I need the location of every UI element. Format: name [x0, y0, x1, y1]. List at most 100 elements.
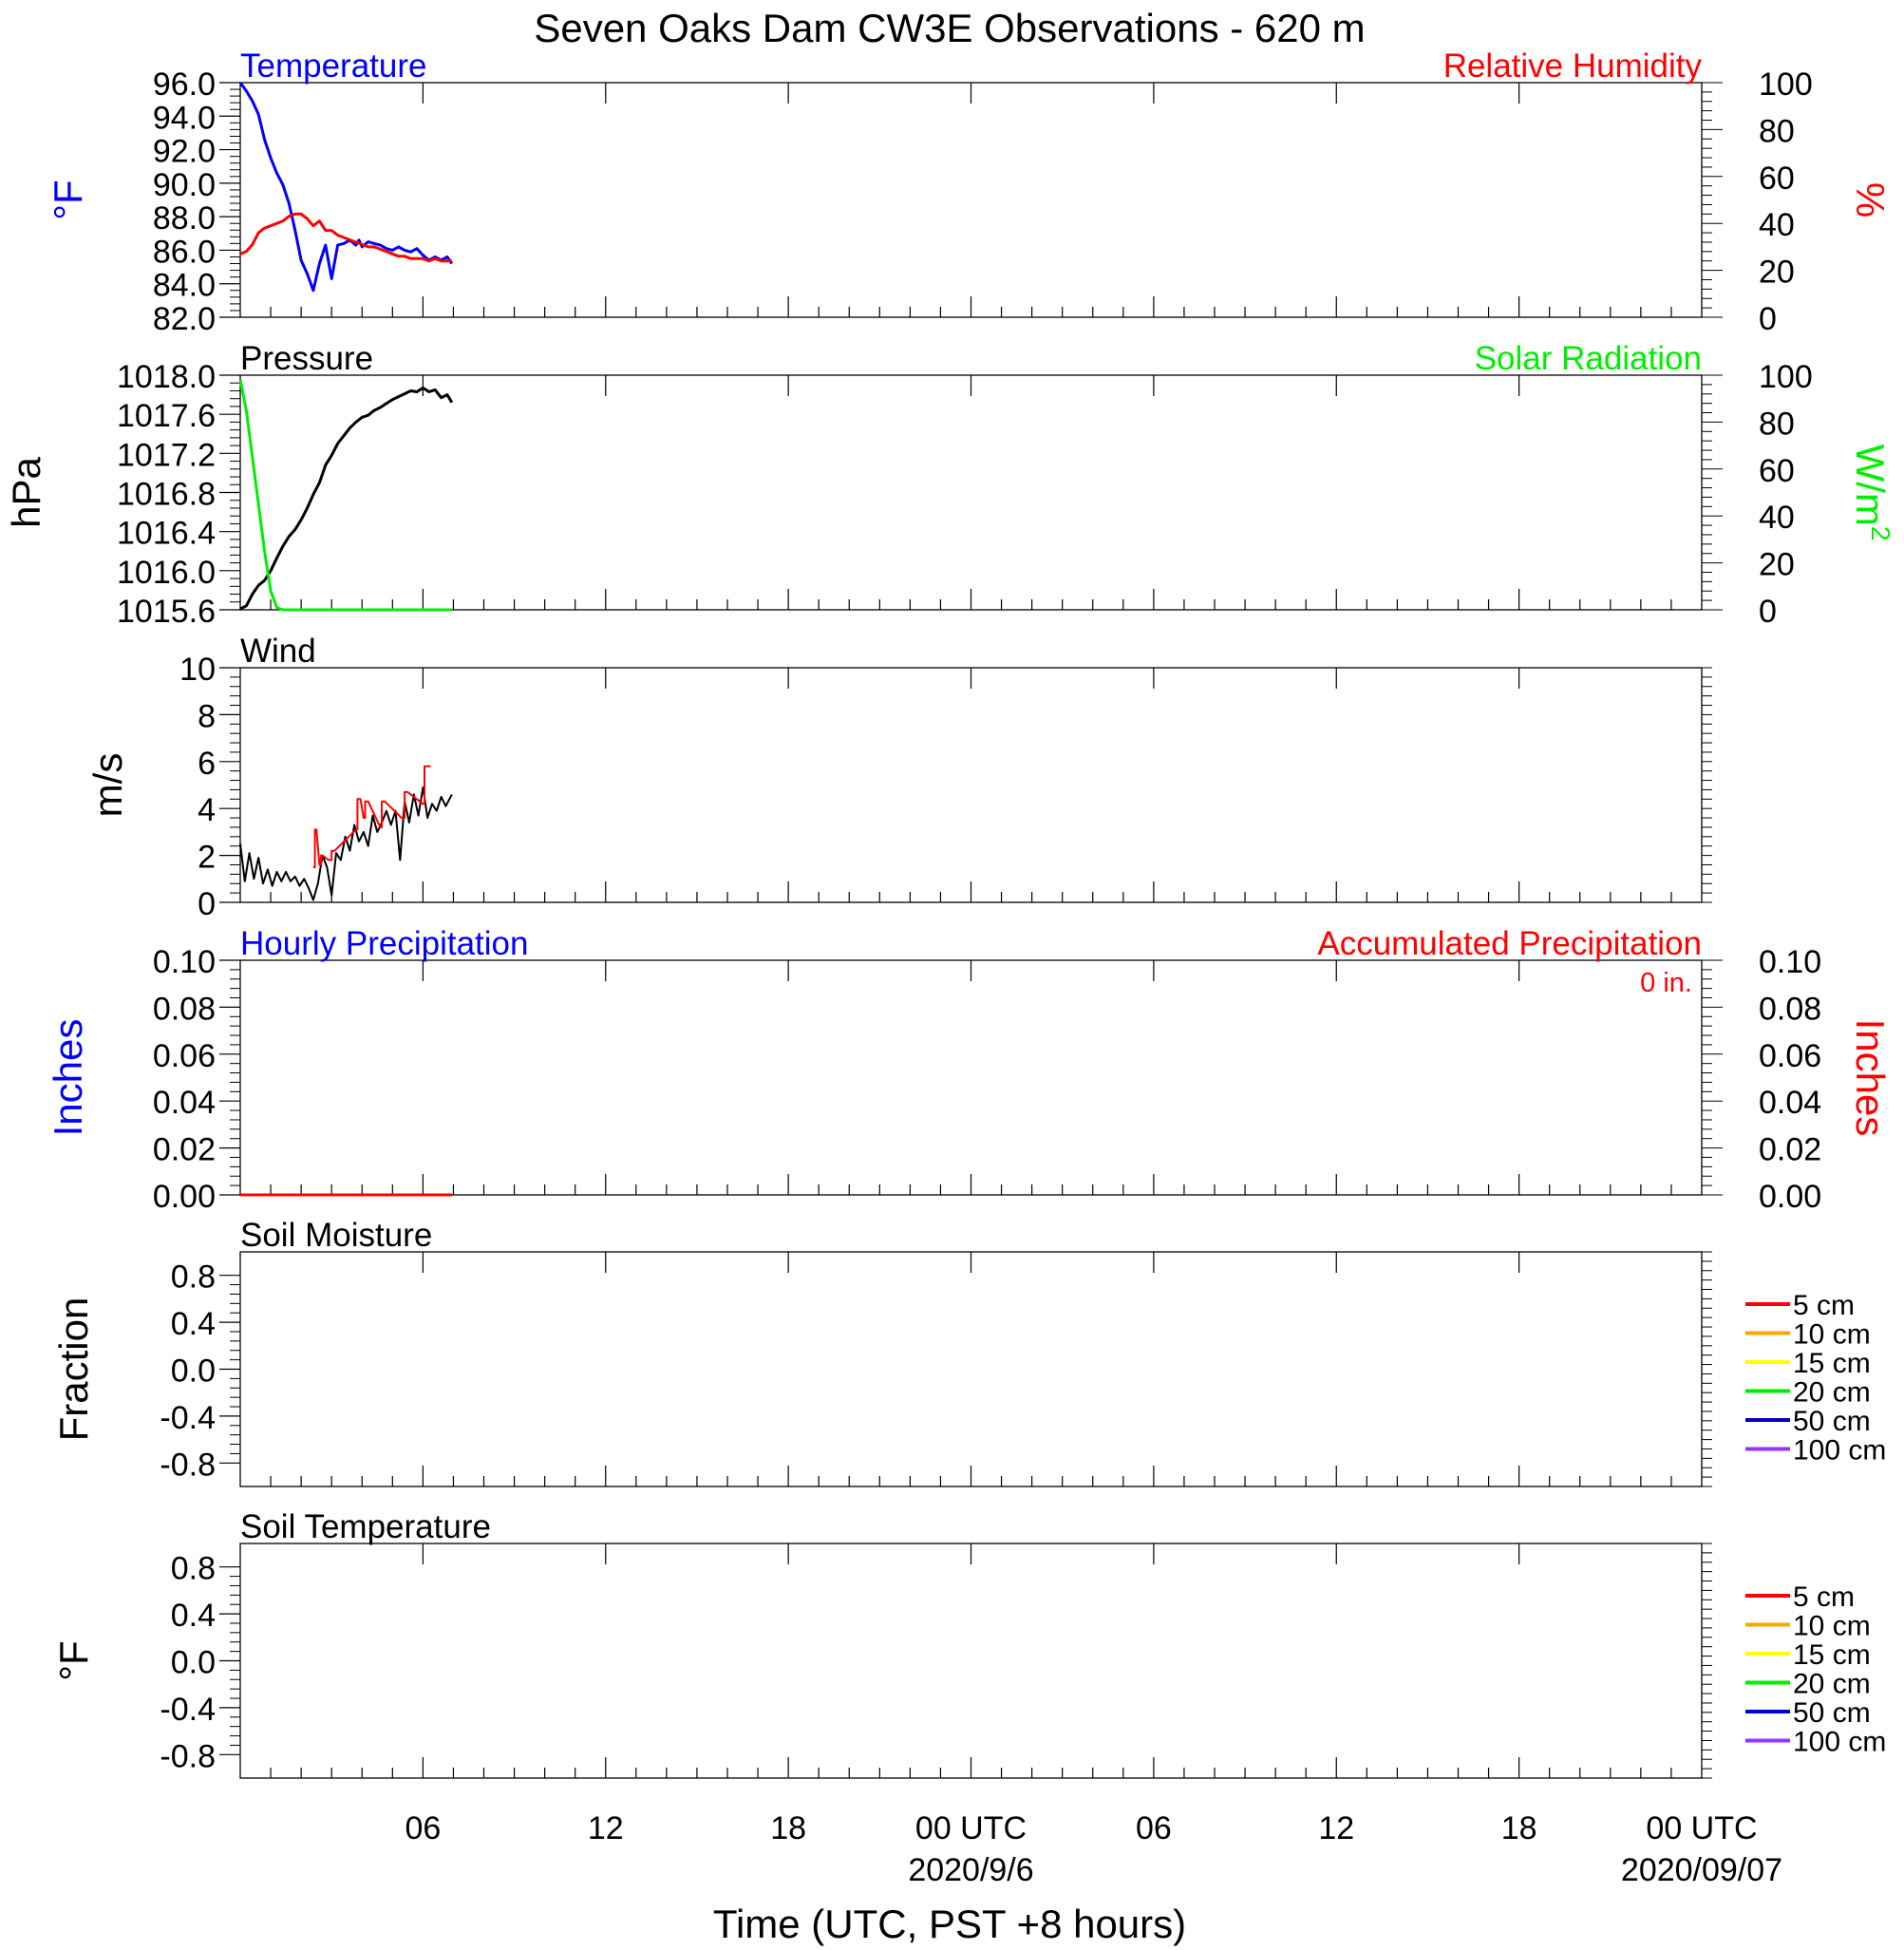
right-tick-label: 0.06: [1759, 1038, 1821, 1074]
right-tick-label: 80: [1759, 406, 1795, 442]
right-tick-label: 20: [1759, 255, 1795, 291]
panel-left-title: Soil Moisture: [240, 1217, 432, 1254]
left-unit-label: hPa: [4, 456, 48, 527]
left-tick-label: 1018.0: [117, 359, 216, 395]
series-line-2: [238, 379, 452, 612]
left-unit-label: Inches: [46, 1019, 90, 1137]
panel-left-title: Wind: [240, 633, 316, 670]
left-tick-label: 88.0: [153, 200, 216, 237]
left-tick-label: 0.4: [171, 1598, 216, 1634]
right-tick-label: 80: [1759, 113, 1795, 149]
legend-label: 5 cm: [1793, 1581, 1855, 1613]
right-unit-label: %: [1848, 182, 1893, 218]
legend-label: 20 cm: [1793, 1377, 1871, 1409]
legend-label: 100 cm: [1793, 1727, 1886, 1758]
left-unit-label: °F: [51, 1640, 96, 1680]
x-tick-label: 00 UTC: [915, 1810, 1027, 1846]
x-tick-label: 18: [1501, 1810, 1537, 1846]
plot-frame: [239, 1251, 1703, 1487]
left-tick-label: 0.0: [171, 1354, 216, 1390]
right-tick-label: 20: [1759, 547, 1795, 583]
left-tick-label: 0.0: [171, 1645, 216, 1681]
x-tick-label: 18: [770, 1810, 806, 1846]
right-tick-label: 0.04: [1759, 1085, 1821, 1121]
panel-right-title: Relative Humidity: [1443, 47, 1703, 85]
plot-frame: [239, 1543, 1703, 1779]
left-tick-label: 90.0: [153, 167, 216, 203]
panel-4: 0.10 0.08 0.06 0.04 0.02 0.00 0.10 0.08 0.06 0.04…: [46, 925, 1893, 1215]
right-unit-text: Inches: [1848, 1019, 1893, 1137]
left-tick-label: 0.02: [153, 1132, 216, 1168]
legend-label: 50 cm: [1793, 1406, 1871, 1437]
legend-label: 20 cm: [1793, 1669, 1871, 1700]
left-tick-label: 82.0: [153, 301, 216, 337]
right-tick-label: 100: [1759, 359, 1813, 395]
right-unit-text: %: [1848, 182, 1893, 218]
left-tick-label: 92.0: [153, 134, 216, 170]
panel-3: 10 8 6 4 2 0 Wind m/s: [85, 633, 1712, 922]
left-tick-label: 0.8: [171, 1259, 216, 1296]
left-tick-label: 0.08: [153, 991, 216, 1027]
left-tick-label: -0.8: [160, 1738, 216, 1774]
x-date-label: 2020/9/6: [908, 1852, 1033, 1888]
left-tick-label: 1016.0: [117, 555, 216, 591]
x-tick-label: 06: [1136, 1810, 1172, 1846]
series-line-2: [312, 765, 431, 868]
left-tick-label: 0: [198, 886, 216, 922]
series-line-1: [239, 786, 453, 901]
right-tick-label: 100: [1759, 66, 1813, 103]
left-tick-label: 4: [198, 792, 216, 828]
left-tick-label: 0.00: [153, 1179, 216, 1215]
left-tick-label: 8: [198, 698, 216, 734]
plot-frame: [239, 374, 1703, 611]
left-tick-label: 94.0: [153, 100, 216, 136]
x-axis-label: Time (UTC, PST +8 hours): [713, 1902, 1186, 1946]
left-tick-label: 1016.4: [117, 516, 216, 552]
left-tick-label: 0.04: [153, 1085, 216, 1121]
legend-label: 50 cm: [1793, 1697, 1871, 1729]
legend-label: 10 cm: [1793, 1319, 1871, 1351]
left-tick-label: -0.8: [160, 1447, 216, 1483]
left-tick-label: 10: [179, 652, 216, 688]
right-tick-label: 60: [1759, 161, 1795, 197]
left-tick-label: -0.4: [160, 1692, 216, 1728]
accumulated-total-label: 0 in.: [1640, 968, 1692, 998]
right-unit-text: W/m: [1848, 445, 1893, 526]
chart-panels: 96.094.092.090.088.086.084.082.010080604…: [4, 47, 1895, 1779]
panel-left-title: Pressure: [240, 340, 373, 377]
left-unit-label: m/s: [85, 753, 130, 818]
panel-left-title: Hourly Precipitation: [240, 925, 528, 962]
panel-left-title: Temperature: [240, 47, 426, 85]
panel-right-title: Solar Radiation: [1475, 340, 1702, 377]
x-tick-label: 06: [405, 1810, 441, 1846]
plot-frame: [239, 959, 1703, 1196]
left-tick-label: 1016.8: [117, 477, 216, 513]
left-unit-label: Fraction: [51, 1297, 96, 1442]
x-tick-label: 00 UTC: [1646, 1810, 1757, 1846]
left-tick-label: 84.0: [153, 268, 216, 304]
left-tick-label: -0.4: [160, 1400, 216, 1436]
panel-left-title: Soil Temperature: [240, 1508, 491, 1545]
right-tick-label: 0: [1759, 301, 1777, 337]
left-tick-label: 96.0: [153, 66, 216, 103]
right-unit-label: W/m2: [1848, 445, 1895, 541]
legend-label: 10 cm: [1793, 1611, 1871, 1642]
x-date-label: 2020/09/07: [1621, 1852, 1782, 1888]
right-tick-label: 0: [1759, 594, 1777, 630]
panel-5: 0.8 0.4 0.0 -0.4 -0.8 Soil Moisture Fraction 5 …: [51, 1217, 1886, 1487]
left-tick-label: 0.06: [153, 1038, 216, 1074]
right-tick-label: 40: [1759, 500, 1795, 536]
left-tick-label: 0.8: [171, 1551, 216, 1587]
left-tick-label: 0.10: [153, 944, 216, 980]
left-tick-label: 0.4: [171, 1306, 216, 1342]
legend-label: 5 cm: [1793, 1290, 1855, 1321]
x-tick-label: 12: [588, 1810, 624, 1846]
right-tick-label: 0.08: [1759, 991, 1821, 1027]
left-unit-label: °F: [46, 180, 90, 219]
series-line-2: [239, 212, 452, 263]
legend-label: 15 cm: [1793, 1348, 1871, 1379]
right-tick-label: 40: [1759, 207, 1795, 243]
